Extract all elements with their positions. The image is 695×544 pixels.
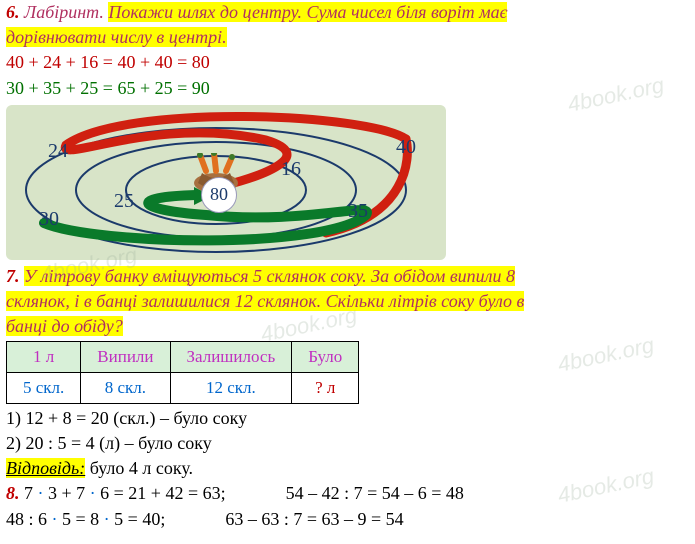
- task7-line1: 7. У літрову банку вміщуються 5 склянок …: [0, 264, 695, 289]
- t8-l1a-post: 6 = 21 + 42 = 63;: [96, 483, 226, 503]
- task6-title-line1: 6. Лабіринт. Покажи шлях до центру. Сума…: [0, 0, 695, 25]
- answer-text: було 4 л соку.: [85, 458, 193, 478]
- table-header-row: 1 л Випили Залишилось Було: [7, 342, 359, 373]
- th-drank: Випили: [81, 342, 170, 373]
- maze-num-25: 25: [114, 187, 134, 215]
- t8-l1b: 54 – 42 : 7 = 54 – 6 = 48: [286, 481, 464, 506]
- maze-num-40: 40: [396, 133, 416, 161]
- td-12gl: 12 скл.: [170, 373, 292, 404]
- t8-l1a-mid1: 3 + 7: [44, 483, 90, 503]
- task6-title-a: Лабіринт.: [24, 2, 108, 22]
- maze-figure: 80 24 25 30 16 40 35: [6, 105, 446, 260]
- t8-l1a-pre: 7: [20, 483, 38, 503]
- td-unknown: ? л: [292, 373, 359, 404]
- answer-label: Відповідь:: [6, 458, 85, 478]
- task7-text-b: склянок, і в банці залишилися 12 склянок…: [6, 291, 524, 311]
- th-1l: 1 л: [7, 342, 81, 373]
- maze-num-16: 16: [281, 155, 301, 183]
- th-was: Було: [292, 342, 359, 373]
- td-5gl: 5 скл.: [7, 373, 81, 404]
- task6-number: 6.: [6, 2, 20, 22]
- th-left: Залишилось: [170, 342, 292, 373]
- task8-line2: 48 : 6 · 5 = 8 · 5 = 40; 63 – 63 : 7 = 6…: [0, 507, 695, 532]
- t8-l2b: 63 – 63 : 7 = 63 – 9 = 54: [225, 507, 403, 532]
- task7-table: 1 л Випили Залишилось Було 5 скл. 8 скл.…: [6, 341, 359, 404]
- task6-title-b: Покажи шлях до центру. Сума чисел біля в…: [108, 2, 507, 22]
- task7-answer: Відповідь: було 4 л соку.: [0, 456, 695, 481]
- maze-num-24: 24: [48, 137, 68, 165]
- task8-line1: 8. 7 · 3 + 7 · 6 = 21 + 42 = 63; 54 – 42…: [0, 481, 695, 506]
- task6-calc-1: 40 + 24 + 16 = 40 + 40 = 80: [0, 50, 695, 75]
- task7-step1: 1) 12 + 8 = 20 (скл.) – було соку: [0, 406, 695, 431]
- task7-text-a: У літрову банку вміщуються 5 склянок сок…: [24, 266, 515, 286]
- maze-center-value: 80: [201, 177, 237, 213]
- task6-calc-2: 30 + 35 + 25 = 65 + 25 = 90: [0, 76, 695, 101]
- task6-title-c: дорівнювати числу в центрі.: [6, 27, 227, 47]
- table-row: 5 скл. 8 скл. 12 скл. ? л: [7, 373, 359, 404]
- task7-step2: 2) 20 : 5 = 4 (л) – було соку: [0, 431, 695, 456]
- maze-num-35: 35: [348, 197, 368, 225]
- maze-num-30: 30: [39, 205, 59, 233]
- task7-number: 7.: [6, 266, 20, 286]
- task8-number: 8.: [6, 483, 20, 503]
- task7-text-c: банці до обіду?: [6, 316, 123, 336]
- t8-l2a-post: 5 = 8: [58, 509, 104, 529]
- t8-l2a-end: 5 = 40;: [110, 509, 166, 529]
- td-8gl: 8 скл.: [81, 373, 170, 404]
- t8-l2a-pre: 48 : 6: [6, 509, 52, 529]
